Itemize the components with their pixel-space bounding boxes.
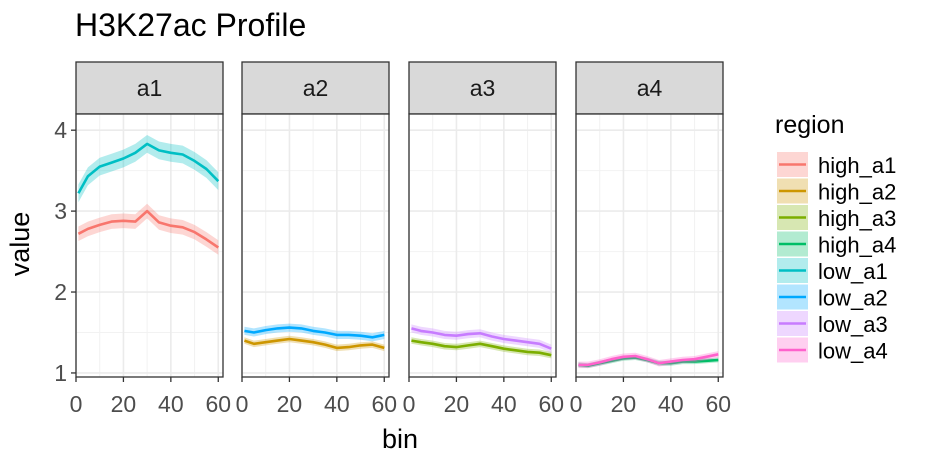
x-tick-label: 60 <box>538 391 564 417</box>
panel-border <box>408 113 557 378</box>
x-tick-label: 20 <box>277 391 303 417</box>
series-line-high_a3 <box>411 339 552 357</box>
x-tick-label: 60 <box>205 391 231 417</box>
facet-panels: a1 0 20 40 60 1 2 3 4 a2 0 20 40 60 a3 0 20 40 60 a4 0 20 40 60 <box>54 61 731 417</box>
legend-label: high_a1 <box>818 153 896 178</box>
y-tick-label: 2 <box>54 279 67 305</box>
series-line-high_a2 <box>243 337 385 350</box>
chart-title: H3K27ac Profile <box>75 7 306 43</box>
x-tick-label: 60 <box>371 391 397 417</box>
x-tick-label: 20 <box>111 391 137 417</box>
series-line-low_a4 <box>578 353 719 367</box>
legend-item-low_a3: low_a3 <box>777 311 888 337</box>
y-tick-label: 1 <box>54 360 67 386</box>
x-tick-label: 20 <box>444 391 470 417</box>
legend-label: high_a2 <box>818 180 896 205</box>
legend: region high_a1high_a2high_a3high_a4low_a… <box>775 111 896 364</box>
legend-label: high_a4 <box>818 233 896 258</box>
legend-title: region <box>775 111 845 139</box>
panel-border <box>575 113 724 378</box>
legend-label: high_a3 <box>818 206 896 231</box>
x-tick-label: 0 <box>570 391 583 417</box>
x-tick-label: 40 <box>658 391 684 417</box>
legend-item-high_a4: high_a4 <box>777 231 896 258</box>
facet-strip <box>241 61 390 115</box>
panel-a3: a3 0 20 40 60 <box>403 61 564 417</box>
x-tick-label: 40 <box>491 391 517 417</box>
legend-item-high_a3: high_a3 <box>777 205 896 231</box>
series-line-low_a3 <box>411 327 552 350</box>
facet-strip <box>575 61 724 115</box>
panel-background <box>76 114 223 377</box>
ribbon-low_a1 <box>78 135 219 203</box>
panel-a1: a1 0 20 40 60 1 2 3 4 <box>54 61 231 417</box>
legend-label: low_a3 <box>818 312 888 337</box>
legend-label: low_a2 <box>818 286 888 311</box>
ribbon-high_a1 <box>78 203 219 255</box>
x-tick-label: 40 <box>324 391 350 417</box>
legend-item-high_a2: high_a2 <box>777 178 896 205</box>
panel-a4: a4 0 20 40 60 <box>570 61 731 417</box>
panel-border <box>75 113 224 378</box>
x-tick-label: 0 <box>403 391 416 417</box>
series-line-high_a1 <box>77 209 220 249</box>
panel-background <box>576 114 723 377</box>
x-tick-label: 0 <box>70 391 83 417</box>
series-line-low_a1 <box>77 142 220 194</box>
facet-strip-label: a1 <box>137 75 163 101</box>
panel-background <box>242 114 389 377</box>
x-tick-label: 0 <box>236 391 249 417</box>
legend-item-low_a1: low_a1 <box>777 258 888 284</box>
facet-strip <box>75 61 224 115</box>
legend-items: high_a1high_a2high_a3high_a4low_a1low_a2… <box>777 152 896 364</box>
ribbon-low_a3 <box>411 324 552 353</box>
panel-a2: a2 0 20 40 60 <box>236 61 397 417</box>
series-line-low_a2 <box>244 326 385 339</box>
legend-label: low_a4 <box>818 339 888 364</box>
y-axis-label: value <box>5 212 35 277</box>
legend-label: low_a1 <box>818 259 888 284</box>
y-tick-label: 3 <box>54 198 67 224</box>
y-tick-label: 4 <box>54 117 67 143</box>
facet-strip-label: a4 <box>637 75 663 101</box>
legend-item-low_a2: low_a2 <box>777 284 888 311</box>
facet-strip-label: a3 <box>470 75 496 101</box>
x-axis-label: bin <box>382 424 418 454</box>
facet-strip-label: a2 <box>303 75 329 101</box>
legend-item-low_a4: low_a4 <box>777 337 888 364</box>
ribbon-high_a3 <box>411 337 552 359</box>
x-tick-label: 20 <box>611 391 637 417</box>
legend-item-high_a1: high_a1 <box>777 152 896 178</box>
panel-border <box>241 113 390 378</box>
x-tick-label: 60 <box>705 391 731 417</box>
x-tick-label: 40 <box>158 391 184 417</box>
